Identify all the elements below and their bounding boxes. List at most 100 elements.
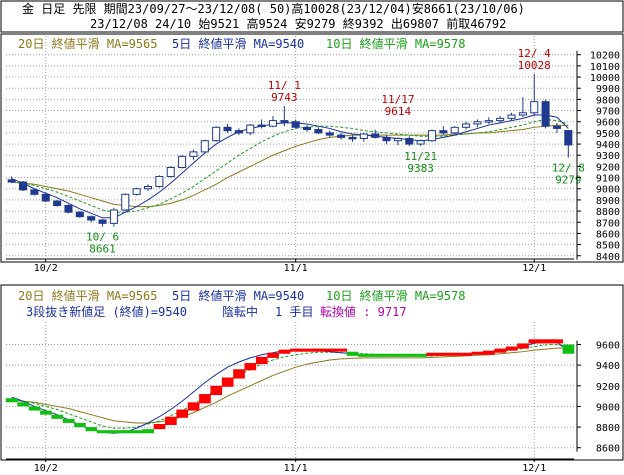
brick-1 — [17, 402, 30, 407]
bottom-legend: 20日 終値平滑 MA=9565 5日 終値平滑 MA=9540 10日 終値平滑 … — [18, 288, 465, 303]
candle-body-15 — [178, 155, 187, 169]
brick-22 — [255, 356, 268, 365]
candle-body-23 — [268, 120, 277, 127]
top-y-tick-label: 9300 — [596, 151, 620, 162]
brick-33 — [380, 353, 393, 357]
candle-body-14 — [166, 167, 175, 177]
candle-body-12 — [143, 186, 153, 190]
candle-body-32 — [371, 133, 380, 138]
bottom-panel-frame — [0, 284, 624, 461]
brick-29 — [335, 348, 348, 352]
top-y-tick-label: 8900 — [596, 196, 620, 207]
annotation-date-1: 11/17 — [381, 93, 414, 106]
header: 金 日足 先限 期間23/09/27～23/12/08( 50)高10028(2… — [0, 0, 624, 33]
top-y-tick-label: 9900 — [596, 84, 620, 95]
top-x-axis: 10/2 11/1 12/1 — [6, 258, 574, 274]
bottom-info-part4: 転換値 : 9717 — [320, 304, 407, 319]
annotation-value-3: 8661 — [89, 243, 116, 256]
bottom-info-line: 3段抜き新値足 (終値)=9540 陰転中 1 手目 転換値 : 9717 — [26, 304, 407, 319]
annotation-value-2: 10028 — [518, 59, 551, 72]
top-x-tick-label: 11/1 — [284, 263, 308, 274]
candle-body-35 — [405, 137, 414, 145]
top-y-tick-label: 8700 — [596, 218, 620, 229]
header-line2: 23/12/08 24/10 始9521 高9524 安9279 終9392 出… — [90, 16, 506, 31]
candle-body-18 — [212, 126, 221, 142]
brick-42 — [483, 350, 495, 355]
brick-13 — [153, 423, 166, 430]
brick-37 — [426, 352, 438, 356]
top-y-tick-label: 9800 — [596, 95, 620, 106]
candle-body-9 — [109, 209, 118, 224]
brick-11 — [130, 430, 143, 434]
annotation-value-5: 9279 — [555, 174, 582, 187]
brick-5 — [62, 418, 75, 423]
brick-23 — [267, 352, 279, 358]
candle-body-49 — [564, 130, 573, 146]
candle-body-17 — [200, 140, 209, 153]
bottom-x-axis: 10/2 11/1 12/1 — [6, 458, 574, 474]
brick-14 — [165, 416, 177, 426]
brick-40 — [460, 352, 473, 356]
top-x-tick-label: 10/2 — [34, 263, 58, 274]
candle-body-44 — [507, 114, 516, 119]
candle-body-31 — [359, 133, 368, 139]
top-y-tick-label: 10200 — [590, 51, 620, 62]
candle-body-30 — [348, 136, 357, 140]
candle-body-46 — [530, 101, 539, 114]
annotation-value-1: 9614 — [385, 105, 412, 118]
bottom-info-part1: 3段抜き新値足 (終値)=9540 — [26, 304, 187, 319]
brick-24 — [278, 349, 291, 354]
bot-x-tick-label: 11/1 — [284, 463, 308, 474]
brick-20 — [233, 369, 245, 379]
brick-12 — [142, 429, 154, 434]
top-y-tick-label: 8500 — [596, 241, 620, 252]
bot-legend-item-2: 10日 終値平滑 MA=9578 — [326, 288, 465, 303]
annotation-date-3: 10/ 6 — [86, 231, 119, 244]
brick-18 — [210, 385, 223, 396]
candle-body-22 — [257, 124, 266, 128]
annotation-value-4: 9383 — [407, 162, 434, 175]
candle-body-26 — [303, 126, 312, 131]
brick-9 — [108, 430, 120, 434]
brick-21 — [244, 363, 257, 371]
candle-body-36 — [416, 140, 425, 145]
candle-body-33 — [382, 136, 391, 142]
bot-y-tick-label: 9600 — [596, 340, 620, 351]
candle-body-28 — [325, 132, 334, 136]
candle-body-4 — [53, 200, 62, 207]
candle-body-40 — [462, 123, 471, 128]
brick-4 — [51, 414, 64, 419]
top-grid — [6, 36, 574, 258]
top-panel-frame — [0, 33, 624, 263]
brick-30 — [346, 351, 359, 356]
bot-legend-item-0: 20日 終値平滑 MA=9565 — [18, 288, 157, 303]
candle-body-8 — [98, 219, 107, 224]
candle-body-2 — [30, 189, 39, 195]
brick-45 — [517, 343, 529, 349]
candle-body-41 — [473, 121, 482, 125]
top-y-tick-label: 10100 — [590, 62, 620, 73]
candle-body-19 — [223, 126, 232, 132]
brick-2 — [28, 406, 41, 411]
top-ma5-line — [11, 114, 569, 219]
candle-body-1 — [19, 181, 28, 191]
top-y-tick-label: 8800 — [596, 207, 620, 218]
top-candles — [7, 73, 573, 227]
bot-x-tick-label: 12/1 — [522, 463, 546, 474]
brick-46 — [528, 339, 541, 344]
bot-y-tick-label: 9000 — [596, 402, 620, 413]
bot-y-tick-label: 9400 — [596, 361, 620, 372]
brick-8 — [96, 430, 109, 434]
brick-36 — [414, 353, 427, 357]
brick-49 — [562, 344, 575, 354]
brick-25 — [290, 348, 302, 352]
brick-15 — [176, 409, 189, 418]
brick-6 — [74, 422, 86, 428]
top-legend-item-2: 10日 終値平滑 MA=9578 — [326, 36, 465, 51]
brick-17 — [199, 394, 211, 404]
brick-32 — [369, 353, 382, 357]
candle-body-47 — [541, 101, 550, 127]
top-y-tick-label: 10000 — [590, 73, 620, 84]
top-y-tick-label: 9400 — [596, 140, 620, 151]
brick-34 — [392, 353, 404, 357]
